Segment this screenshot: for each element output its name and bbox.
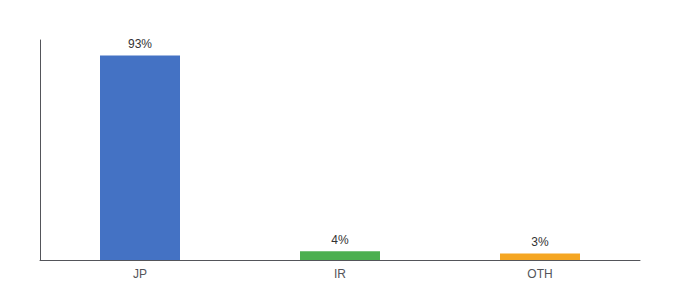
svg-text:3%: 3%	[531, 235, 549, 249]
svg-text:OTH: OTH	[527, 267, 552, 281]
svg-text:4%: 4%	[331, 233, 349, 247]
svg-text:93%: 93%	[128, 37, 152, 51]
svg-text:JP: JP	[133, 267, 147, 281]
svg-text:IR: IR	[334, 267, 346, 281]
